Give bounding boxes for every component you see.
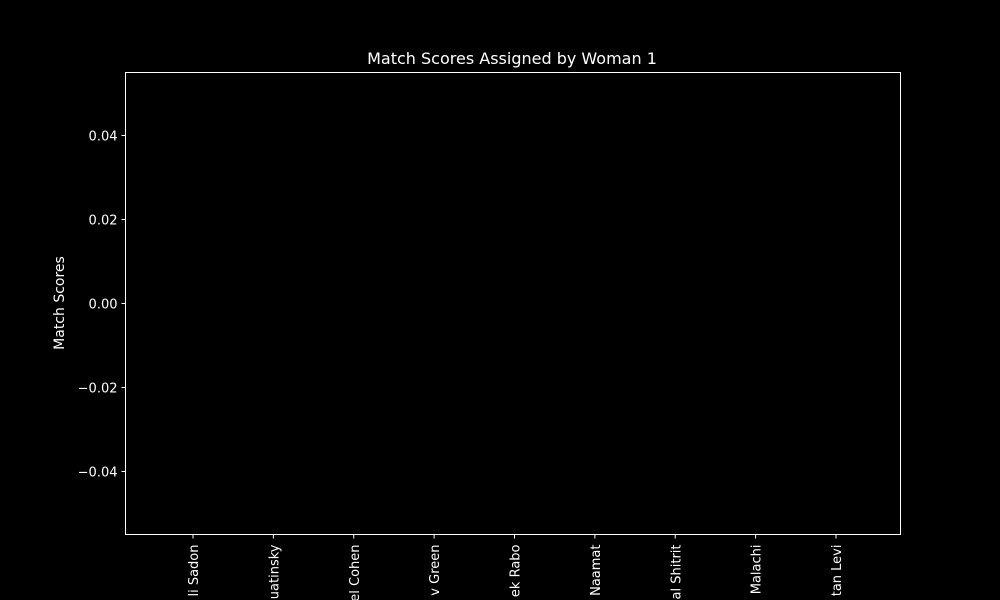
y-tick-label: −0.04 [78,466,118,481]
x-tick-label: Naamat [589,545,604,596]
y-tick-label: 0.00 [89,298,118,313]
y-axis-label: Match Scores [52,256,68,350]
x-tick-label: li Sadon [187,545,202,597]
x-tick-label: el Cohen [348,545,363,600]
x-tick-label: al Shitrit [669,545,684,600]
x-tick-label: uatinsky [267,544,282,599]
x-axis-ticks: li Sadon uatinsky el Cohen v Green ek Rabo Na… [187,534,845,600]
x-tick-label: Malachi [750,545,765,595]
y-axis-ticks: 0.04 0.02 0.00 −0.02 −0.04 [78,130,126,481]
y-tick-label: 0.04 [89,130,118,145]
x-tick-label: ek Rabo [509,544,524,597]
x-tick-label: tan Levi [830,545,845,597]
chart-title: Match Scores Assigned by Woman 1 [367,49,657,68]
x-tick-label: v Green [428,545,443,596]
y-tick-label: 0.02 [89,214,118,229]
plot-frame [125,72,901,535]
y-tick-label: −0.02 [78,382,118,397]
